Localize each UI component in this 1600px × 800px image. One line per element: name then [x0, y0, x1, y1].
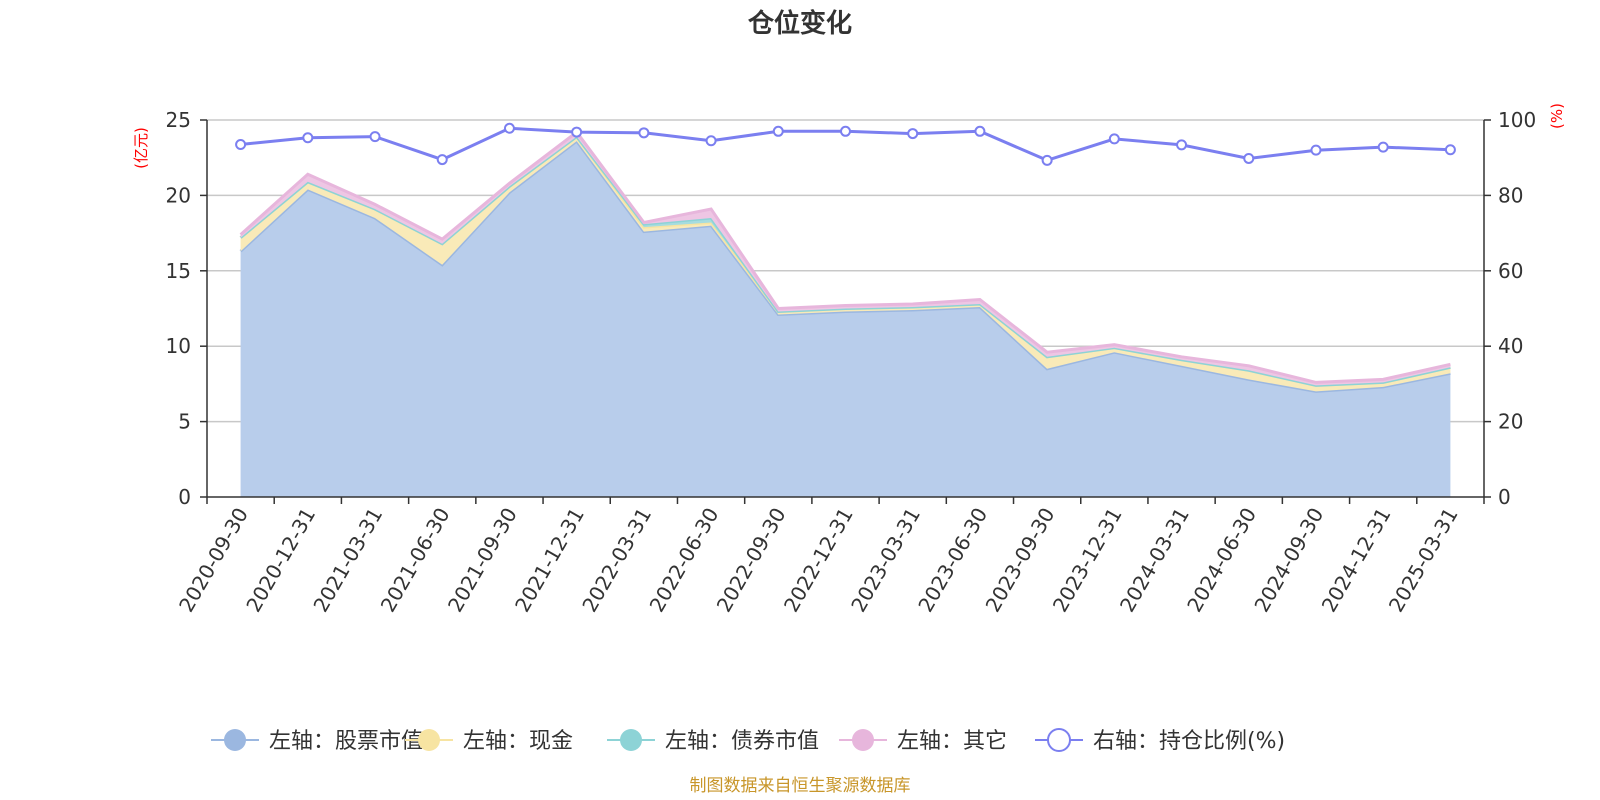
x-axis-tick-label: 2022-06-30	[645, 504, 724, 617]
x-axis-tick-label: 2022-09-30	[712, 504, 791, 617]
left-axis-tick-label: 0	[178, 485, 191, 509]
holding-ratio-point	[974, 125, 986, 137]
left-axis-tick-label: 5	[178, 410, 191, 434]
right-axis-tick-label: 100	[1498, 108, 1536, 132]
holding-ratio-point	[571, 126, 583, 138]
x-axis-tick-label: 2022-12-31	[779, 504, 858, 617]
holding-ratio-point	[1310, 144, 1322, 156]
legend-marker	[620, 729, 642, 751]
x-axis-tick-label: 2021-03-31	[308, 504, 387, 617]
holding-ratio-point	[1041, 154, 1053, 166]
x-axis-tick-label: 2025-03-31	[1384, 504, 1463, 617]
legend-item[interactable]: 左轴：其它	[839, 729, 1007, 754]
x-axis-tick-label: 2021-06-30	[376, 504, 455, 617]
legend-label: 右轴：持仓比例(%)	[1093, 729, 1285, 754]
legend-item[interactable]: 左轴：现金	[405, 729, 573, 754]
right-axis-tick-label: 80	[1498, 183, 1523, 207]
x-axis-tick-label: 2024-03-31	[1115, 504, 1194, 617]
holding-ratio-point	[436, 154, 448, 166]
holding-ratio-point	[840, 125, 851, 137]
legend-label: 左轴：股票市值	[269, 729, 423, 754]
area-series-1	[240, 141, 1451, 497]
right-axis-unit: (%)	[1548, 103, 1566, 129]
legend-label: 左轴：债券市值	[665, 729, 819, 754]
right-axis-tick-label: 0	[1498, 485, 1511, 509]
right-axis-tick-label: 40	[1498, 334, 1523, 358]
holding-ratio-point	[1108, 133, 1120, 145]
holding-ratio-point	[907, 128, 919, 140]
legend-label: 左轴：现金	[463, 729, 573, 754]
holding-ratio-point	[1176, 139, 1188, 151]
holding-ratio-point	[1243, 152, 1255, 164]
x-axis-tick-label: 2022-03-31	[577, 504, 656, 617]
x-axis-tick-label: 2023-03-31	[846, 504, 925, 617]
legend-item[interactable]: 左轴：债券市值	[607, 729, 819, 754]
left-axis-unit: (亿元)	[132, 127, 150, 169]
left-axis-tick-label: 20	[166, 183, 191, 207]
x-axis-tick-label: 2024-06-30	[1182, 504, 1261, 617]
holding-ratio-point	[503, 122, 515, 134]
x-axis-tick-label: 2023-06-30	[913, 504, 992, 617]
holding-ratio-point	[235, 139, 247, 151]
x-axis-tick-label: 2023-12-31	[1048, 504, 1127, 617]
left-axis-tick-label: 15	[166, 259, 191, 283]
area-series-line-4	[239, 129, 1451, 384]
holding-ratio-point	[302, 132, 314, 144]
legend-marker	[1047, 728, 1071, 752]
x-axis-tick-label: 2021-09-30	[443, 504, 522, 617]
legend-marker	[852, 729, 874, 751]
holding-ratio-point	[772, 125, 784, 137]
x-axis-tick-label: 2020-12-31	[241, 504, 320, 617]
holding-ratio-point	[638, 127, 650, 139]
left-axis-tick-label: 25	[166, 108, 191, 132]
legend-marker	[224, 729, 246, 751]
right-axis-tick-label: 20	[1498, 410, 1523, 434]
holding-ratio-point	[1377, 141, 1389, 153]
x-axis-tick-label: 2021-12-31	[510, 504, 589, 617]
legend-label: 左轴：其它	[897, 729, 1007, 754]
legend-marker	[418, 729, 440, 751]
legend-item[interactable]: 右轴：持仓比例(%)	[1035, 728, 1285, 754]
holding-ratio-point	[1444, 144, 1456, 156]
source-note: 制图数据来自恒生聚源数据库	[690, 776, 911, 796]
x-axis-tick-label: 2023-09-30	[981, 504, 1060, 617]
chart-title: 仓位变化	[747, 8, 852, 39]
holding-ratio-point	[705, 135, 717, 147]
left-axis-tick-label: 10	[166, 334, 191, 358]
legend-item[interactable]: 左轴：股票市值	[211, 729, 423, 754]
x-axis-tick-label: 2024-12-31	[1317, 504, 1396, 617]
x-axis-tick-label: 2024-09-30	[1249, 504, 1328, 617]
right-axis-tick-label: 60	[1498, 259, 1523, 283]
x-axis-tick-label: 2020-09-30	[174, 504, 253, 617]
holding-ratio-point	[369, 131, 381, 143]
